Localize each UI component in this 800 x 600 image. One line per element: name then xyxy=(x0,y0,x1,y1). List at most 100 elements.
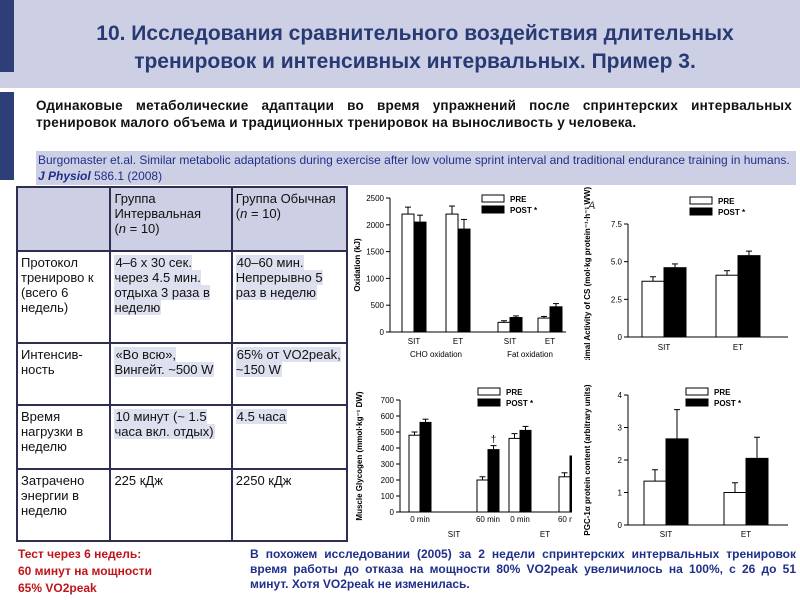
category-label: SIT xyxy=(408,337,421,346)
y-axis-label: Muscle Glycogen (mmol·kg⁻¹ DW) xyxy=(355,391,364,520)
table-header-row: Группа Интервальная (n = 10) Группа Обычн… xyxy=(15,186,349,252)
bar xyxy=(497,321,511,333)
table-cell: «Во всю», Вингейт. ~500 W xyxy=(109,342,233,406)
legend-swatch xyxy=(685,387,709,396)
bar xyxy=(665,438,689,526)
y-tick-label: 100 xyxy=(381,492,395,501)
group-label: SIT xyxy=(448,530,461,539)
bar xyxy=(537,317,551,333)
table-cell: 225 кДж xyxy=(109,468,233,542)
y-tick-label: 2500 xyxy=(366,194,384,203)
y-tick-label: 2000 xyxy=(366,221,384,230)
similar-study-note: В похожем исследовании (2005) за 2 недел… xyxy=(250,547,796,591)
y-axis-label: PGC-1α protein content (arbitrary units) xyxy=(583,384,592,535)
bar xyxy=(508,437,521,513)
citation-journal: J Physiol xyxy=(38,169,91,183)
category-label: ET xyxy=(453,337,463,346)
glycogen-chart-svg: 0 100 200 300 400 500 600 700 Muscle Glycogen (m… xyxy=(355,387,582,539)
bar xyxy=(569,455,582,513)
table-header-cell: Группа Обычная (n = 10) xyxy=(230,186,349,252)
y-tick-label: 1000 xyxy=(366,274,384,283)
table-cell-text: «Во всю», Вингейт. ~500 W xyxy=(114,347,215,377)
table-row: Время нагрузки в неделю 10 минут (~ 1.5 … xyxy=(15,404,349,470)
y-tick-label: 7.5 xyxy=(611,220,623,229)
y-tick-label: 400 xyxy=(381,444,395,453)
citation-authors: Burgomaster et.al. Similar metabolic ada… xyxy=(38,153,790,167)
legend-label: PRE xyxy=(510,195,527,204)
intro-text: Одинаковые метаболические адаптации во в… xyxy=(36,98,792,130)
y-tick-label: 1500 xyxy=(366,248,384,257)
group-label: CHO oxidation xyxy=(410,350,462,359)
table-row: Интенсив-ность «Во всю», Вингейт. ~500 W… xyxy=(15,342,349,406)
y-tick-label: 4 xyxy=(618,391,623,400)
pgc-chart: 0 1 2 3 4 PGC-1α protein content (arbitrary u… xyxy=(578,380,796,545)
cs-activity-chart-svg: 0 2.5 5.0 7.5 Maximal Activity of CS (mol·kg… xyxy=(583,187,788,374)
bar xyxy=(408,434,421,513)
test-note: Тест через 6 недель: 60 минут на мощност… xyxy=(18,546,152,597)
table-cell: Протокол тренирово к (всего 6 недель) xyxy=(15,250,112,344)
panel-label: A xyxy=(587,200,595,212)
legend-label: PRE xyxy=(718,197,735,206)
test-note-line1: Тест через 6 недель: xyxy=(18,547,142,561)
y-tick-label: 300 xyxy=(381,460,395,469)
oxidation-chart-svg: 0 500 1000 1500 2000 2500 Oxidation (kJ) SIT ET C… xyxy=(353,194,566,359)
y-tick-label: 3 xyxy=(618,424,623,433)
y-axis-label: Maximal Activity of CS (mol·kg protein⁻¹… xyxy=(583,187,592,360)
legend-swatch xyxy=(689,196,713,205)
cs-activity-chart: 0 2.5 5.0 7.5 Maximal Activity of CS (mol·kg… xyxy=(578,187,796,374)
bar xyxy=(558,476,571,513)
legend-label: POST * xyxy=(510,206,538,215)
category-label: 0 min xyxy=(410,515,430,524)
legend-swatch xyxy=(481,194,505,203)
bar xyxy=(643,480,667,526)
category-label: ET xyxy=(741,530,751,539)
bar xyxy=(715,274,739,338)
table-cell-text: 4–6 x 30 сек. через 4.5 мин. отдыха 3 ра… xyxy=(114,255,210,315)
y-tick-label: 200 xyxy=(381,476,395,485)
category-label: ET xyxy=(545,337,555,346)
y-tick-label: 0 xyxy=(380,328,385,337)
table-cell: Затрачено энергии в неделю xyxy=(15,468,112,542)
bar xyxy=(419,421,432,513)
bar xyxy=(549,306,563,333)
category-label: 60 min xyxy=(476,515,500,524)
table-cell: Время нагрузки в неделю xyxy=(15,404,112,470)
table-header-cell: Группа Интервальная (n = 10) xyxy=(109,186,233,252)
slide-title-line2: тренировок и интенсивных интервальных. П… xyxy=(134,50,696,73)
bar xyxy=(663,267,687,338)
category-label: ET xyxy=(733,343,743,352)
category-label: 60 min xyxy=(558,515,572,524)
legend-label: POST * xyxy=(714,399,742,408)
citation-volume: 586.1 (2008) xyxy=(94,169,163,183)
glycogen-chart: 0 100 200 300 400 500 600 700 Muscle Glycogen (m… xyxy=(350,380,582,545)
oxidation-chart: 0 500 1000 1500 2000 2500 Oxidation (kJ) SIT ET C… xyxy=(350,187,572,360)
bar xyxy=(745,457,769,526)
header-band: 10. Исследования сравнительного воздейст… xyxy=(0,0,800,88)
table-cell-text: 10 минут (~ 1.5 часа вкл. отдых) xyxy=(114,409,215,439)
bar xyxy=(457,228,471,333)
citation: Burgomaster et.al. Similar metabolic ada… xyxy=(36,151,796,185)
bar xyxy=(413,221,427,333)
table-cell: 10 минут (~ 1.5 часа вкл. отдых) xyxy=(109,404,233,470)
table-cell: 4.5 часа xyxy=(230,404,349,470)
side-accent-bar xyxy=(0,92,14,180)
legend-swatch xyxy=(481,205,505,214)
category-label: 0 min xyxy=(510,515,530,524)
significance-annotation: † xyxy=(491,435,497,446)
table-cell: 40–60 мин. Непрерывно 5 раз в неделю xyxy=(230,250,349,344)
slide-title: 10. Исследования сравнительного воздейст… xyxy=(40,20,790,76)
group-label: ET xyxy=(540,530,550,539)
y-tick-label: 500 xyxy=(381,428,395,437)
group-label: Fat oxidation xyxy=(507,350,553,359)
table-cell-text: 4.5 часа xyxy=(235,409,288,424)
bar xyxy=(641,280,665,338)
header-accent-bar xyxy=(0,0,14,72)
y-tick-label: 600 xyxy=(381,412,395,421)
legend-label: POST * xyxy=(506,399,534,408)
legend-label: POST * xyxy=(718,208,746,217)
bar xyxy=(476,479,489,513)
bar xyxy=(509,317,523,333)
y-tick-label: 5.0 xyxy=(611,258,623,267)
test-note-line3: 65% VO2peak xyxy=(18,581,97,595)
category-label: SIT xyxy=(504,337,517,346)
